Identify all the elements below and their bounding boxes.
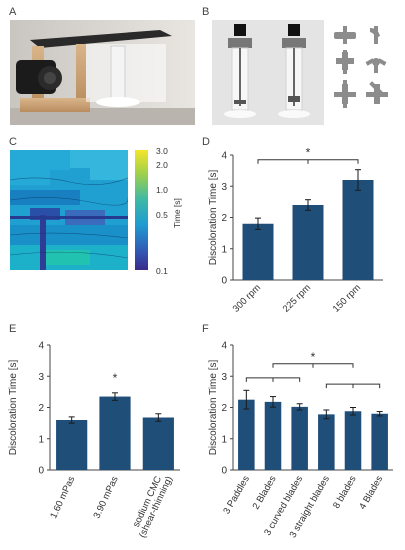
panel-letter-a: A	[9, 6, 17, 18]
y-tick-label: 0	[221, 466, 227, 477]
y-tick-label: 1	[221, 244, 227, 255]
y-tick-label: 4	[38, 341, 44, 352]
x-tick-label: 2 Blades	[251, 474, 279, 512]
x-tick-label: 8 blades	[331, 474, 359, 511]
bar	[238, 399, 255, 470]
panel-letter-c: C	[9, 136, 17, 148]
bar	[142, 417, 174, 470]
x-tick-label: 3 Paddles	[221, 474, 252, 516]
colorbar-tick: 1.0	[156, 185, 168, 195]
panel-letter-e: E	[9, 323, 17, 335]
y-tick-label: 0	[221, 276, 227, 287]
bar	[292, 205, 324, 280]
x-tick-label: 4 Blades	[357, 474, 385, 512]
colorbar-tick: 2.0	[156, 160, 168, 170]
colorbar-label: Time [s]	[172, 198, 182, 228]
vessel-photo	[212, 20, 324, 125]
bar	[242, 223, 274, 280]
impeller-renders	[326, 20, 398, 125]
significance-bracket	[245, 377, 301, 382]
panel-letter-b: B	[202, 6, 210, 18]
y-tick-label: 4	[221, 151, 227, 162]
setup-photo	[10, 20, 195, 125]
x-tick-label: 3.90 mPas	[92, 474, 121, 520]
y-tick-label: 2	[221, 213, 227, 224]
y-tick-label: 3	[221, 372, 227, 383]
significance-bracket	[272, 363, 354, 368]
y-tick-label: 1	[38, 434, 44, 445]
y-tick-label: 3	[221, 182, 227, 193]
colorbar	[135, 150, 148, 270]
y-tick-label: 0	[38, 466, 44, 477]
panel-letter-f: F	[202, 323, 209, 335]
lid-shape	[30, 30, 172, 48]
y-tick-label: 4	[221, 341, 227, 352]
significance-label: *	[311, 350, 316, 364]
x-tick-label: 300 rpm	[231, 282, 263, 314]
bar	[318, 414, 335, 470]
bar	[56, 420, 88, 470]
y-axis-label: Discoloration Time [s]	[208, 169, 219, 265]
x-tick-label: 1.60 mPas	[48, 474, 77, 520]
y-tick-label: 2	[221, 403, 227, 414]
bar	[291, 406, 308, 470]
y-axis-label: Discoloration Time [s]	[8, 359, 19, 455]
bar	[371, 413, 388, 470]
colorbar-tick: 0.5	[156, 210, 168, 220]
y-tick-label: 2	[38, 403, 44, 414]
colorbar-tick: 3.0	[156, 146, 168, 156]
y-tick-label: 3	[38, 372, 44, 383]
colorbar-tick: 0.1	[156, 266, 168, 276]
discoloration-heatmap	[10, 150, 128, 270]
x-tick-label: 150 rpm	[331, 282, 363, 314]
bar	[99, 396, 131, 470]
panel-letter-d: D	[202, 136, 210, 148]
bar	[342, 180, 374, 280]
bar	[344, 411, 362, 470]
significance-label: *	[306, 146, 311, 160]
bar	[264, 401, 282, 470]
x-tick-label: 225 rpm	[281, 282, 313, 314]
significance-bracket	[325, 383, 381, 389]
y-axis-label: Discoloration Time [s]	[208, 359, 219, 455]
significance-label: *	[113, 371, 118, 385]
y-tick-label: 1	[221, 434, 227, 445]
chart-e: 0 1 2 3 4 Discoloration Time [s] 1.60 mPas 3.90…	[8, 341, 180, 540]
